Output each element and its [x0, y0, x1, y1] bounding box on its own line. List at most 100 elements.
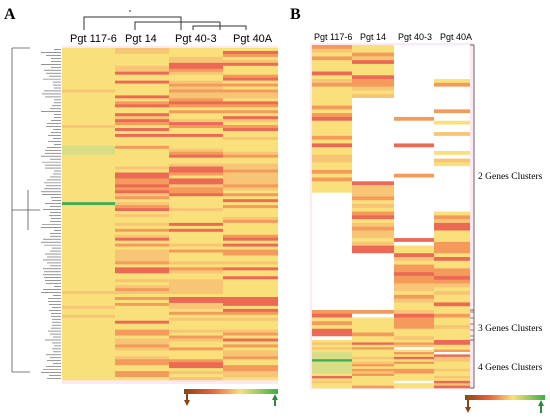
heatmap-a-cell: [169, 216, 223, 221]
heatmap-b-cell: [434, 283, 470, 288]
legend-gradient-a: [184, 389, 278, 394]
heatmap-b-cell: [394, 283, 434, 288]
heatmap-a-cell: [62, 243, 115, 247]
heatmap-a-cell: [223, 270, 278, 274]
heatmap-a-cell: [169, 228, 223, 233]
heatmap-b-cell: [394, 75, 434, 80]
heatmap-a-cell: [62, 74, 115, 78]
heatmap-b-cell: [312, 385, 352, 389]
heatmap-a-cell: [223, 59, 278, 64]
heatmap-b-cell: [312, 264, 352, 269]
heatmap-b-cell: [394, 287, 434, 292]
col-label-a-4: Pgt 40A: [233, 33, 273, 45]
heatmap-a-cell: [62, 219, 115, 224]
heatmap-b-cell: [394, 306, 434, 311]
heatmap-a-cell: [62, 237, 115, 241]
heatmap-b-cell: [352, 82, 394, 87]
heatmap-a-cell: [223, 190, 278, 194]
heatmap-b-cell: [312, 173, 352, 178]
heatmap-b-cell: [352, 354, 394, 358]
heatmap-b-cell: [394, 181, 434, 186]
heatmap-b-cell: [394, 63, 434, 69]
heatmap-b-cell: [352, 241, 394, 246]
heatmap-b-cell: [434, 48, 470, 53]
heatmap-a-cell: [169, 125, 223, 129]
heatmap-b-cell: [352, 361, 394, 365]
heatmap-a-cell: [62, 350, 115, 354]
heatmap-b-cell: [352, 211, 394, 216]
heatmap-b-cell: [352, 98, 394, 103]
heatmap-a-cell: [115, 308, 169, 313]
heatmap-a-cell: [62, 95, 115, 99]
heatmap-a-cell: [169, 341, 223, 345]
heatmap-b-cell: [434, 120, 470, 125]
heatmap-a-cell: [169, 365, 223, 369]
heatmap-a-cell: [223, 222, 278, 227]
heatmap-a-cell: [169, 77, 223, 81]
heatmap-b-cell: [434, 294, 470, 299]
heatmap-a-cell: [169, 225, 223, 230]
heatmap-a-cell: [115, 184, 169, 188]
heatmap-b-cell: [394, 359, 434, 362]
heatmap-b-cell: [352, 371, 394, 374]
heatmap-b-cell: [394, 371, 434, 374]
heatmap-a-cell: [115, 62, 169, 67]
heatmap-b-cell: [394, 79, 434, 84]
heatmap-a-cell: [62, 77, 115, 81]
heatmap-b-cell: [352, 132, 394, 137]
heatmap-b-cell: [394, 120, 434, 125]
heatmap-a-cell: [62, 56, 115, 61]
heatmap-b-cell: [312, 260, 352, 265]
heatmap-a-cell: [223, 53, 278, 58]
heatmap-a-cell: [62, 83, 115, 87]
heatmap-a-cell: [62, 184, 115, 188]
heatmap-b-cell: [434, 241, 470, 246]
heatmap-b-cell: [312, 313, 352, 318]
heatmap-a-cell: [62, 98, 115, 102]
heatmap-b-cell: [312, 56, 352, 61]
heatmap-b-cell: [352, 268, 394, 273]
heatmap-a-cell: [169, 249, 223, 253]
col-label-a-1: Pgt 117-6: [70, 33, 117, 45]
heatmap-b-cell: [352, 325, 394, 330]
heatmap-b-cell: [434, 124, 470, 129]
heatmap-a-cell: [223, 335, 278, 339]
heatmap-a-cell: [169, 80, 223, 84]
heatmap-b-cell: [394, 385, 434, 389]
heatmap-a-cell: [223, 119, 278, 123]
heatmap-a-cell: [62, 214, 115, 218]
heatmap-a-cell: [223, 56, 278, 61]
heatmap-a-cell: [115, 202, 169, 206]
heatmap-b-cell: [434, 352, 470, 355]
heatmap-b-cell: [394, 45, 434, 50]
heatmap-b-cell: [312, 215, 352, 220]
heatmap-b-cell: [312, 347, 352, 350]
heatmap-b-cell: [394, 328, 434, 333]
heatmap-b-cell: [312, 294, 352, 299]
heatmap-b-cell: [434, 344, 470, 348]
heatmap-b-cell: [352, 135, 394, 140]
heatmap-b-cell: [312, 332, 352, 337]
heatmap-a-cell: [62, 347, 115, 351]
heatmap-b-cell: [312, 336, 352, 341]
heatmap-b-cell: [394, 383, 434, 386]
heatmap-b-cell: [394, 310, 434, 315]
heatmap-a-cell: [62, 264, 115, 268]
heatmap-a-cell: [223, 258, 278, 262]
color-legend-a: [184, 389, 278, 406]
cluster-label-3: 3 Genes Clusters: [478, 324, 543, 334]
heatmap-b-cell: [434, 60, 470, 65]
heatmap-a-cell: [62, 273, 115, 277]
heatmap-a-cell: [115, 291, 169, 295]
heatmap-a-cell: [115, 350, 169, 354]
heatmap-a-cell: [223, 181, 278, 185]
heatmap-b-cell: [312, 71, 352, 76]
heatmap-b-cell: [312, 139, 352, 144]
heatmap-b-cell: [352, 215, 394, 220]
heatmap-a-cell: [169, 98, 223, 102]
heatmap-b-cell: [312, 204, 352, 209]
heatmap-a-cell: [169, 68, 223, 73]
heatmap-a-cell: [115, 163, 169, 167]
heatmap-a-cell: [223, 294, 278, 298]
heatmap-a-cell: [169, 356, 223, 360]
